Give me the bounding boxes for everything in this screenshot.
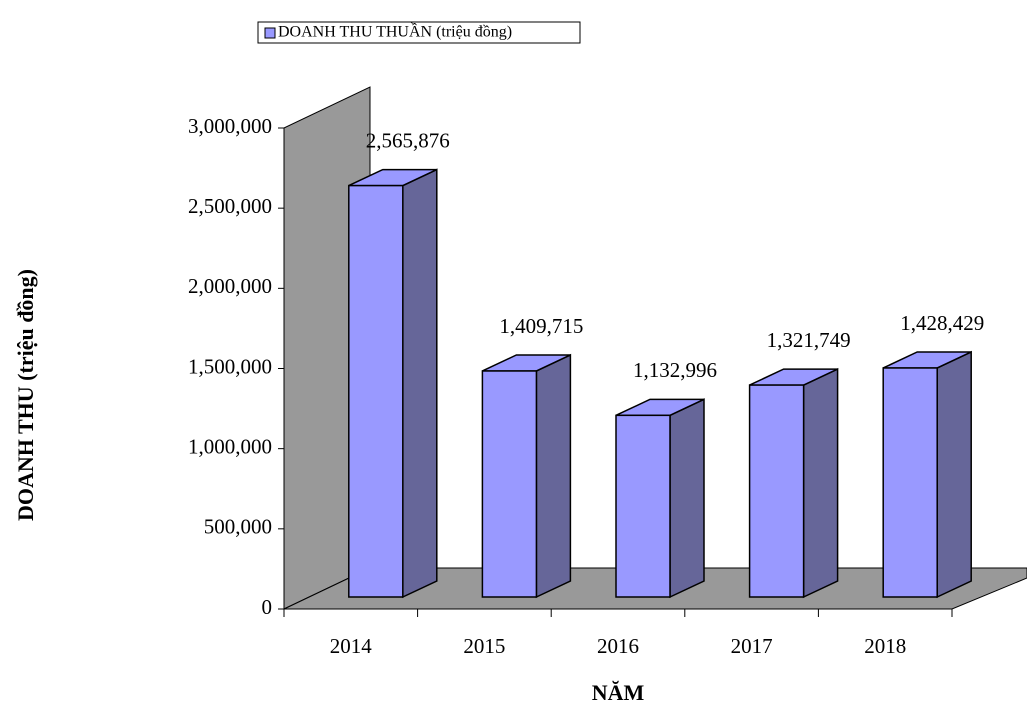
bar [615, 398, 705, 599]
bar [348, 168, 438, 599]
x-tick-label: 2017 [731, 634, 773, 658]
value-label: 2,565,876 [366, 128, 450, 152]
bar [481, 353, 572, 599]
y-tick-label: 1,500,000 [188, 354, 272, 378]
value-label: 1,321,749 [767, 328, 851, 352]
value-label: 1,132,996 [633, 358, 717, 382]
x-tick-label: 2018 [864, 634, 906, 658]
bar-front [481, 370, 538, 598]
bar-side [402, 168, 438, 599]
x-tick-label: 2014 [330, 634, 373, 658]
y-tick-label: 2,500,000 [188, 194, 272, 218]
y-tick-label: 3,000,000 [188, 114, 272, 138]
bar [748, 367, 839, 599]
bar-front [348, 184, 404, 598]
bar [882, 350, 972, 599]
x-tick-label: 2016 [597, 634, 639, 658]
x-tick-label: 2015 [463, 634, 505, 658]
y-tick-label: 500,000 [204, 515, 272, 539]
bar-side [936, 350, 972, 599]
legend-label: DOANH THU THUẦN (triệu đồng) [278, 22, 512, 41]
bar-front [615, 414, 671, 598]
y-axis-label: DOANH THU (triệu đồng) [13, 269, 38, 521]
value-label: 1,409,715 [499, 314, 583, 338]
y-tick-label: 0 [262, 595, 273, 619]
y-tick-label: 2,000,000 [188, 274, 272, 298]
x-axis-label: NĂM [592, 680, 645, 705]
value-label: 1,428,429 [900, 311, 984, 335]
bar-side [802, 367, 839, 599]
bar-side [669, 398, 705, 599]
bar-front [882, 367, 938, 598]
bar-front [748, 384, 805, 598]
y-tick-label: 1,000,000 [188, 434, 272, 458]
legend [257, 21, 581, 44]
bar-side [535, 353, 572, 599]
legend-swatch [264, 27, 276, 39]
